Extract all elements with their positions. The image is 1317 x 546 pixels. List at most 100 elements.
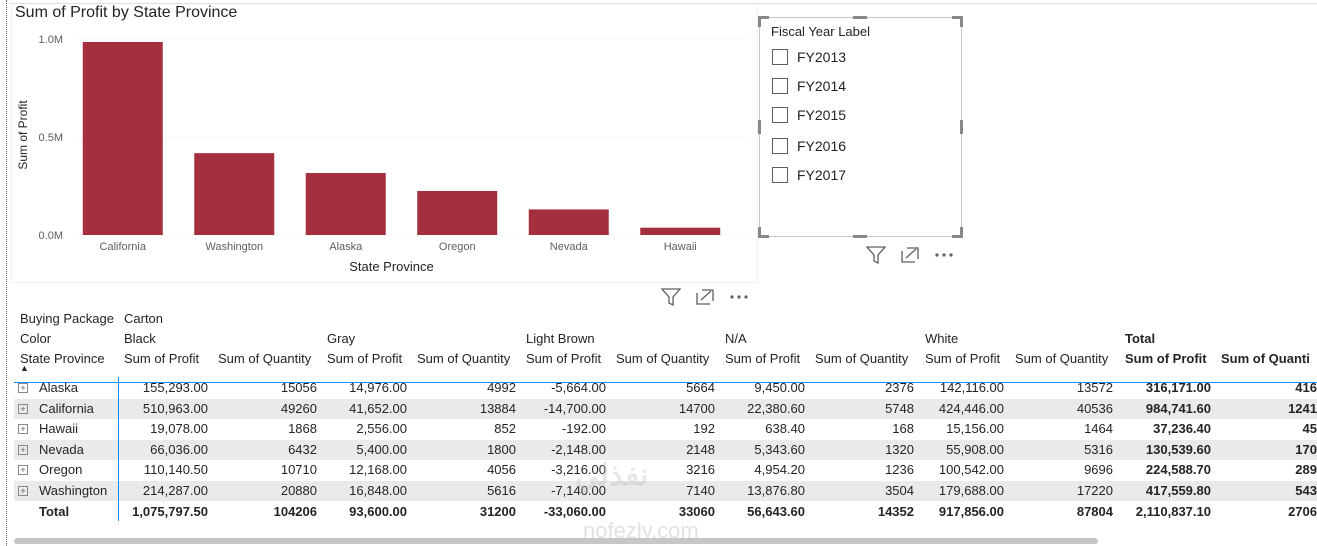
table-row[interactable]: + Hawaii 19,078.00 1868 2,556.00 852 -192.00 19… [14, 419, 1317, 439]
measure-header[interactable]: Sum of Profit [327, 351, 403, 366]
more-options-icon[interactable] [729, 287, 749, 307]
more-options-icon[interactable] [934, 245, 954, 265]
bar-alaska[interactable] [305, 173, 386, 235]
measure-header[interactable]: Sum of Quantity [616, 351, 710, 366]
table-cell: 417,559.80 [1145, 483, 1211, 498]
expand-icon[interactable]: + [18, 444, 28, 455]
checkbox[interactable] [772, 138, 788, 154]
measure-header-total[interactable]: Sum of Profit [1125, 351, 1207, 366]
table-cell: 1464 [1084, 421, 1113, 437]
measure-header[interactable]: Sum of Profit [526, 351, 602, 366]
checkbox[interactable] [772, 167, 788, 183]
table-cell: 4,954.20 [754, 462, 805, 478]
slicer-item-fy2017[interactable]: FY2017 [772, 167, 846, 183]
table-cell: 93,600.00 [349, 503, 407, 519]
row-label: California [39, 400, 94, 416]
checkbox[interactable] [772, 107, 788, 123]
table-cell: 15,156.00 [946, 421, 1004, 437]
table-row[interactable]: + Nevada 66,036.00 6432 5,400.00 1800 -2,148.0… [14, 439, 1317, 460]
bar-oregon[interactable] [417, 190, 498, 235]
expand-icon[interactable]: + [18, 383, 28, 393]
measure-header[interactable]: Sum of Profit [124, 351, 200, 366]
slicer-item-fy2013[interactable]: FY2013 [772, 49, 846, 65]
table-cell: 917,856.00 [938, 503, 1004, 519]
table-cell: 19,078.00 [150, 421, 208, 437]
header-divider [14, 382, 1317, 383]
table-cell: -33,060.00 [543, 503, 606, 519]
table-cell: 15056 [280, 380, 317, 395]
table-cell: 22,380.60 [747, 400, 805, 416]
resize-handle[interactable] [960, 120, 963, 134]
table-cell: 416 [1295, 380, 1317, 395]
measure-header[interactable]: Sum of Quantity [218, 351, 312, 366]
focus-mode-icon[interactable] [695, 287, 715, 307]
table-cell: 168 [892, 421, 914, 437]
resize-handle[interactable] [758, 120, 761, 134]
resize-handle[interactable] [952, 227, 963, 238]
table-cell: 20880 [280, 483, 317, 498]
table-cell: 224,588.70 [1145, 462, 1211, 478]
slicer-item-fy2014[interactable]: FY2014 [772, 78, 846, 94]
expand-icon[interactable]: + [18, 424, 28, 435]
x-tick-label: Oregon [439, 241, 476, 253]
slicer-item-fy2015[interactable]: FY2015 [772, 107, 846, 123]
filter-icon[interactable] [661, 287, 681, 307]
column-header-black[interactable]: Black [124, 331, 156, 346]
bar-california[interactable] [82, 41, 163, 235]
expand-icon[interactable]: + [18, 465, 28, 476]
bar-hawaii[interactable] [640, 227, 721, 235]
filter-icon[interactable] [866, 245, 886, 265]
column-header-gray[interactable]: Gray [327, 331, 356, 346]
slicer-item-fy2016[interactable]: FY2016 [772, 138, 846, 154]
x-tick-label: Nevada [550, 241, 589, 253]
resize-handle[interactable] [758, 16, 769, 27]
table-row[interactable]: + Alaska 155,293.00 15056 14,976.00 4992 -5,66… [14, 378, 1317, 398]
table-cell: 14700 [678, 400, 715, 416]
resize-handle[interactable] [853, 16, 867, 19]
row-label: Nevada [39, 441, 84, 457]
table-row[interactable]: + California 510,963.00 49260 41,652.00 13884… [14, 398, 1317, 419]
bar-nevada[interactable] [528, 209, 609, 235]
measure-header[interactable]: Sum of Quantity [815, 351, 909, 366]
expand-icon[interactable]: + [18, 403, 28, 414]
resize-handle[interactable] [853, 235, 867, 238]
expand-icon[interactable]: + [18, 486, 28, 496]
bar-washington[interactable] [194, 153, 275, 235]
row-header-state-province[interactable]: State Province [20, 351, 105, 366]
column-header-carton[interactable]: Carton [124, 311, 164, 326]
measure-header[interactable]: Sum of Profit [725, 351, 801, 366]
checkbox[interactable] [772, 49, 788, 65]
column-header-total[interactable]: Total [1125, 331, 1156, 346]
table-cell: 155,293.00 [142, 380, 208, 395]
table-cell: 45 [1302, 421, 1317, 437]
table-cell: 87804 [1076, 503, 1113, 519]
column-header-white[interactable]: White [925, 331, 959, 346]
table-cell: 3216 [686, 462, 715, 478]
fiscal-year-slicer[interactable]: Fiscal Year Label FY2013 FY2014 FY2015 F… [758, 16, 963, 238]
total-row[interactable]: Total 1,075,797.50 104206 93,600.00 31200 -33… [14, 502, 1317, 522]
resize-handle[interactable] [952, 16, 963, 27]
column-header-light-brown[interactable]: Light Brown [526, 331, 595, 346]
slicer-title: Fiscal Year Label [771, 24, 871, 39]
table-row[interactable]: + Oregon 110,140.50 10710 12,168.00 4056 -3,21… [14, 460, 1317, 480]
measure-header-total[interactable]: Sum of Quanti [1221, 351, 1310, 366]
table-cell: 40536 [1076, 400, 1113, 416]
resize-handle[interactable] [758, 227, 769, 238]
table-row[interactable]: + Washington 214,287.00 20880 16,848.00 5616 -… [14, 481, 1317, 501]
measure-header[interactable]: Sum of Profit [925, 351, 1001, 366]
table-cell: 424,446.00 [938, 400, 1004, 416]
table-cell: 1241 [1288, 400, 1317, 416]
table-cell: 13,876.80 [747, 483, 805, 498]
horizontal-scrollbar[interactable] [14, 538, 1098, 544]
sort-ascending-icon[interactable]: ▲ [20, 363, 29, 373]
measure-header[interactable]: Sum of Quantity [417, 351, 511, 366]
table-cell: 55,908.00 [946, 441, 1004, 457]
table-cell: 31200 [479, 503, 516, 519]
y-tick-label: 0.0M [39, 230, 63, 242]
checkbox[interactable] [772, 78, 788, 94]
bar-chart-plot[interactable]: 0.0M 0.5M 1.0M California Washington Alaska Or… [11, 4, 756, 282]
measure-header[interactable]: Sum of Quantity [1015, 351, 1109, 366]
focus-mode-icon[interactable] [900, 245, 920, 265]
bar-chart-visual[interactable] [11, 4, 758, 283]
column-header-na[interactable]: N/A [725, 331, 747, 346]
